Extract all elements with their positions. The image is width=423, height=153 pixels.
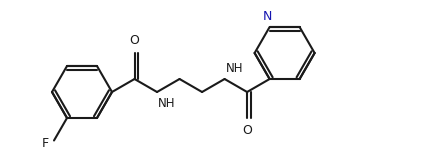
Text: NH: NH [158, 97, 176, 110]
Text: NH: NH [225, 62, 243, 75]
Text: F: F [42, 137, 49, 150]
Text: O: O [129, 34, 140, 47]
Text: O: O [242, 124, 252, 137]
Text: N: N [263, 10, 272, 23]
